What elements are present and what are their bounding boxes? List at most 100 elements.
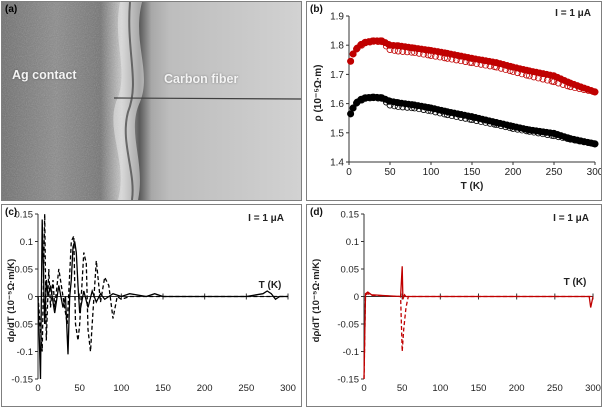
current-annotation: I = 1 μA: [553, 213, 589, 224]
data-point-series-1: [525, 72, 533, 80]
data-point-series-3: [448, 112, 456, 120]
y-tick-label: 0.05: [15, 265, 34, 276]
y-tick-label: 1.8: [330, 41, 344, 52]
data-point-series-1: [514, 69, 521, 77]
data-point-series-1: [509, 68, 517, 75]
data-point-series-3: [477, 118, 485, 125]
data-point-series-1: [362, 39, 369, 47]
x-tick-label: 50: [74, 383, 85, 394]
x-tick-label: 150: [155, 383, 171, 394]
x-tick-label: 250: [238, 383, 254, 394]
data-point-series-1: [408, 48, 416, 56]
panel-d-chart: -0.15 -0.1 -0.05 0 0.05 0.1 0.15 0 50 100 150 200 25…: [306, 204, 602, 407]
data-point-series-1: [555, 79, 562, 87]
y-tick-label: 0.1: [346, 237, 359, 248]
data-point-series-3: [453, 113, 460, 120]
data-point-series-3: [506, 124, 514, 132]
data-point-series-1: [386, 46, 394, 53]
data-point-series-1: [391, 46, 398, 54]
data-point-series-3: [366, 94, 374, 102]
data-point-series-1: [585, 87, 592, 94]
data-point-series-1: [427, 52, 435, 59]
data-point-series-3: [585, 139, 592, 147]
data-point-series-3: [457, 114, 465, 121]
y-tick-label: 1.9: [330, 12, 344, 23]
data-point-series-1: [349, 50, 357, 58]
data-point-series-3: [374, 94, 382, 102]
data-point-series-3: [550, 132, 558, 140]
data-point-series-3: [523, 127, 530, 135]
data-point-series-1: [497, 64, 505, 72]
panel-d-label: (d): [310, 207, 323, 218]
y-tick-label: -0.05: [11, 320, 33, 331]
data-point-series-1: [559, 81, 567, 88]
y-tick-label: -0.1: [17, 347, 33, 358]
data-point-series-3: [544, 131, 551, 138]
data-point-series-1: [424, 51, 432, 59]
x-tick-label: 0: [361, 383, 366, 394]
data-point-series-3: [358, 96, 366, 104]
data-point-series-3: [566, 135, 574, 143]
data-point-series-1: [477, 60, 485, 68]
data-point-series-1: [415, 49, 423, 57]
data-point-series-1: [436, 53, 444, 61]
data-point-series-1: [564, 82, 571, 90]
panel-a-label: (a): [5, 4, 18, 15]
carbon-fiber-line: [113, 97, 301, 100]
data-point-series-1: [580, 86, 588, 93]
data-point-series-1: [441, 54, 448, 62]
x-tick-label: 250: [546, 167, 563, 178]
y-axis-title: ρ (10⁻⁵Ω·m): [313, 65, 324, 122]
data-point-series-3: [462, 114, 469, 122]
data-point-series-3: [493, 121, 501, 129]
data-point-series-3: [408, 104, 416, 112]
data-point-series-3: [509, 125, 517, 132]
y-tick-label: -0.15: [11, 375, 33, 386]
data-point-series-3: [525, 127, 533, 135]
data-point-series-3: [571, 136, 579, 144]
data-point-series-1: [358, 41, 366, 49]
derivative-chart-red: -0.15 -0.1 -0.05 0 0.05 0.1 0.15 0 50 100 150 200 25…: [311, 210, 601, 395]
data-point-series-1: [591, 88, 599, 96]
data-point-series-1: [566, 83, 574, 91]
x-tick-label: 300: [280, 383, 296, 394]
x-tick-label: 150: [471, 383, 487, 394]
data-point-series-3: [353, 98, 361, 106]
data-point-series-1: [539, 75, 547, 83]
panel-b-chart: 0 50 100 150 200 250 300 1.4 1.5 1.6 1.7 1.8 1.9 ρ (1…: [306, 1, 602, 201]
x-axis-title: T (K): [259, 280, 282, 291]
data-point-series-1: [486, 62, 494, 70]
data-point-series-3: [473, 117, 480, 124]
data-point-series-3: [420, 106, 428, 113]
data-point-series-3: [559, 134, 567, 142]
data-point-series-1: [576, 85, 583, 92]
micrograph-image: [2, 2, 301, 200]
data-point-series-3: [576, 137, 583, 145]
data-point-series-3: [362, 94, 369, 102]
data-point-series-3: [432, 108, 439, 116]
y-tick-label: 0: [354, 292, 359, 303]
data-point-series-3: [555, 133, 562, 141]
data-point-series-3: [370, 94, 377, 102]
series-line-solid: [363, 266, 594, 380]
data-point-series-3: [535, 129, 542, 137]
data-point-series-3: [349, 104, 357, 112]
x-tick-label: 100: [423, 167, 440, 178]
panel-b-label: (b): [310, 4, 323, 15]
y-tick-label: -0.1: [343, 347, 359, 358]
derivative-chart-black: -0.15 -0.1 -0.05 0 0.05 0.1 0.15 0 50 100 150 200 25…: [6, 210, 296, 395]
data-point-series-1: [378, 38, 386, 46]
data-point-series-3: [486, 119, 494, 127]
x-tick-label: 300: [587, 167, 601, 178]
data-point-series-1: [493, 63, 501, 71]
y-tick-label: 0.1: [20, 237, 33, 248]
current-annotation: I = 1 μA: [555, 8, 591, 19]
data-point-series-1: [453, 56, 460, 64]
data-point-series-3: [415, 105, 423, 113]
y-tick-label: -0.05: [337, 320, 359, 331]
y-tick-label: 1.5: [330, 128, 344, 139]
data-point-series-1: [403, 48, 411, 56]
x-tick-label: 100: [113, 383, 129, 394]
y-tick-label: 0: [28, 292, 33, 303]
data-point-series-3: [424, 106, 432, 114]
